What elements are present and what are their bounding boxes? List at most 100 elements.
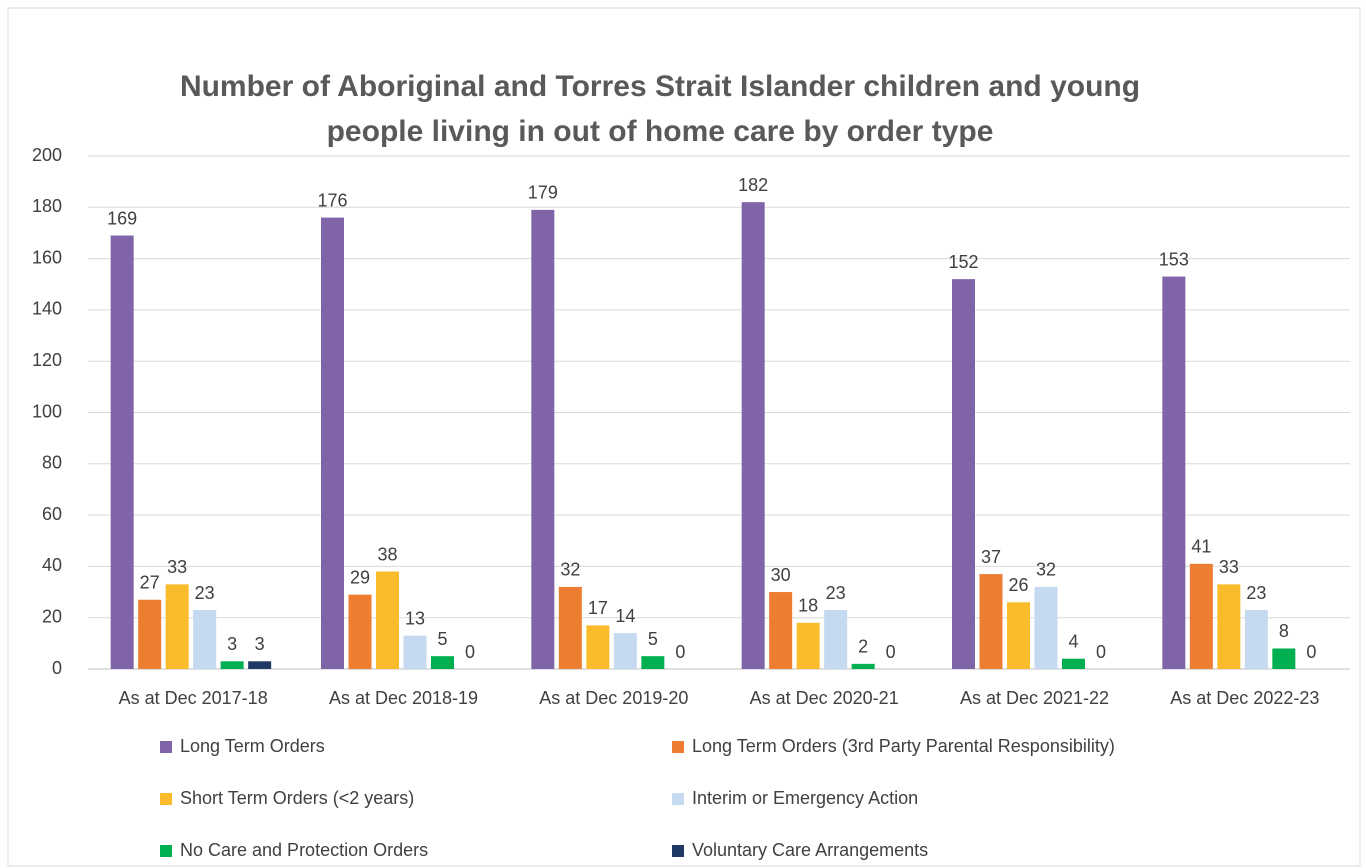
- chart-title: people living in out of home care by ord…: [327, 115, 994, 148]
- data-label: 0: [1306, 642, 1316, 662]
- data-label: 8: [1279, 621, 1289, 641]
- x-tick-label: As at Dec 2017-18: [119, 688, 268, 708]
- data-label: 0: [675, 642, 685, 662]
- bar: [165, 584, 189, 669]
- x-tick-label: As at Dec 2018-19: [329, 688, 478, 708]
- y-tick-label: 180: [32, 196, 62, 216]
- bar: [220, 661, 244, 669]
- y-tick-label: 160: [32, 247, 62, 267]
- bar: [431, 656, 454, 669]
- x-tick-label: As at Dec 2022-23: [1170, 688, 1319, 708]
- data-label: 0: [465, 642, 475, 662]
- bar: [1244, 610, 1268, 669]
- bar: [824, 610, 848, 669]
- data-label: 182: [738, 175, 768, 195]
- data-label: 2: [858, 637, 868, 657]
- data-label: 18: [798, 596, 818, 616]
- y-tick-label: 20: [42, 606, 62, 626]
- legend-swatch: [672, 741, 684, 753]
- legend-label: Voluntary Care Arrangements: [692, 840, 928, 860]
- data-label: 153: [1159, 249, 1189, 269]
- data-label: 33: [1219, 557, 1239, 577]
- bar: [979, 574, 1003, 669]
- data-label: 5: [437, 629, 447, 649]
- data-label: 41: [1191, 537, 1211, 557]
- data-label: 179: [528, 183, 558, 203]
- data-label: 30: [771, 565, 791, 585]
- data-label: 17: [588, 598, 608, 618]
- bar: [586, 625, 610, 669]
- legend-label: No Care and Protection Orders: [180, 840, 428, 860]
- chart-title: Number of Aboriginal and Torres Strait I…: [180, 70, 1140, 103]
- bar: [1272, 648, 1296, 669]
- legend-swatch: [672, 845, 684, 857]
- bar: [952, 279, 975, 669]
- bar: [193, 610, 217, 669]
- data-label: 14: [615, 606, 635, 626]
- bar: [1062, 658, 1085, 669]
- data-label: 23: [1246, 583, 1266, 603]
- bar: [531, 209, 555, 670]
- legend-swatch: [160, 793, 172, 805]
- legend-swatch: [160, 845, 172, 857]
- data-label: 176: [317, 190, 347, 210]
- bar: [769, 592, 793, 669]
- y-tick-label: 40: [42, 555, 62, 575]
- legend-label: Long Term Orders (3rd Party Parental Res…: [692, 736, 1115, 756]
- bar: [1162, 276, 1186, 669]
- data-label: 33: [167, 557, 187, 577]
- legend-label: Interim or Emergency Action: [692, 788, 918, 808]
- y-tick-label: 80: [42, 453, 62, 473]
- data-label: 23: [826, 583, 846, 603]
- x-tick-label: As at Dec 2020-21: [750, 688, 899, 708]
- bar: [248, 661, 272, 669]
- bar: [321, 217, 344, 669]
- bar: [741, 202, 765, 670]
- bar: [403, 635, 427, 669]
- data-label: 4: [1068, 631, 1078, 651]
- y-tick-label: 60: [42, 504, 62, 524]
- data-label: 38: [377, 544, 397, 564]
- legend-label: Short Term Orders (<2 years): [180, 788, 414, 808]
- data-label: 169: [107, 208, 137, 228]
- data-label: 3: [255, 634, 265, 654]
- legend-label: Long Term Orders: [180, 736, 325, 756]
- bar: [1217, 584, 1241, 669]
- x-tick-label: As at Dec 2021-22: [960, 688, 1109, 708]
- data-label: 32: [1036, 560, 1056, 580]
- y-tick-label: 120: [32, 350, 62, 370]
- bar: [796, 622, 820, 669]
- bar: [613, 633, 637, 669]
- bar: [1189, 563, 1213, 669]
- data-label: 152: [948, 252, 978, 272]
- data-label: 3: [227, 634, 237, 654]
- x-tick-label: As at Dec 2019-20: [539, 688, 688, 708]
- data-label: 29: [350, 567, 370, 587]
- bar: [641, 656, 665, 669]
- legend-swatch: [672, 793, 684, 805]
- data-label: 26: [1008, 575, 1028, 595]
- bar: [138, 599, 162, 669]
- y-tick-label: 100: [32, 401, 62, 421]
- bar: [851, 663, 875, 669]
- bar: [376, 571, 399, 669]
- bar: [1007, 602, 1030, 669]
- y-tick-label: 200: [32, 145, 62, 165]
- legend-swatch: [160, 741, 172, 753]
- data-label: 23: [195, 583, 215, 603]
- data-label: 27: [140, 572, 160, 592]
- data-label: 5: [648, 629, 658, 649]
- data-label: 13: [405, 608, 425, 628]
- y-tick-label: 0: [52, 658, 62, 678]
- data-label: 32: [560, 560, 580, 580]
- bar: [348, 594, 372, 669]
- data-label: 0: [1096, 642, 1106, 662]
- data-label: 37: [981, 547, 1001, 567]
- data-label: 0: [886, 642, 896, 662]
- chart-frame: [7, 7, 1361, 867]
- bar: [558, 586, 582, 669]
- bar: [110, 235, 134, 669]
- y-tick-label: 140: [32, 299, 62, 319]
- bar: [1034, 586, 1058, 669]
